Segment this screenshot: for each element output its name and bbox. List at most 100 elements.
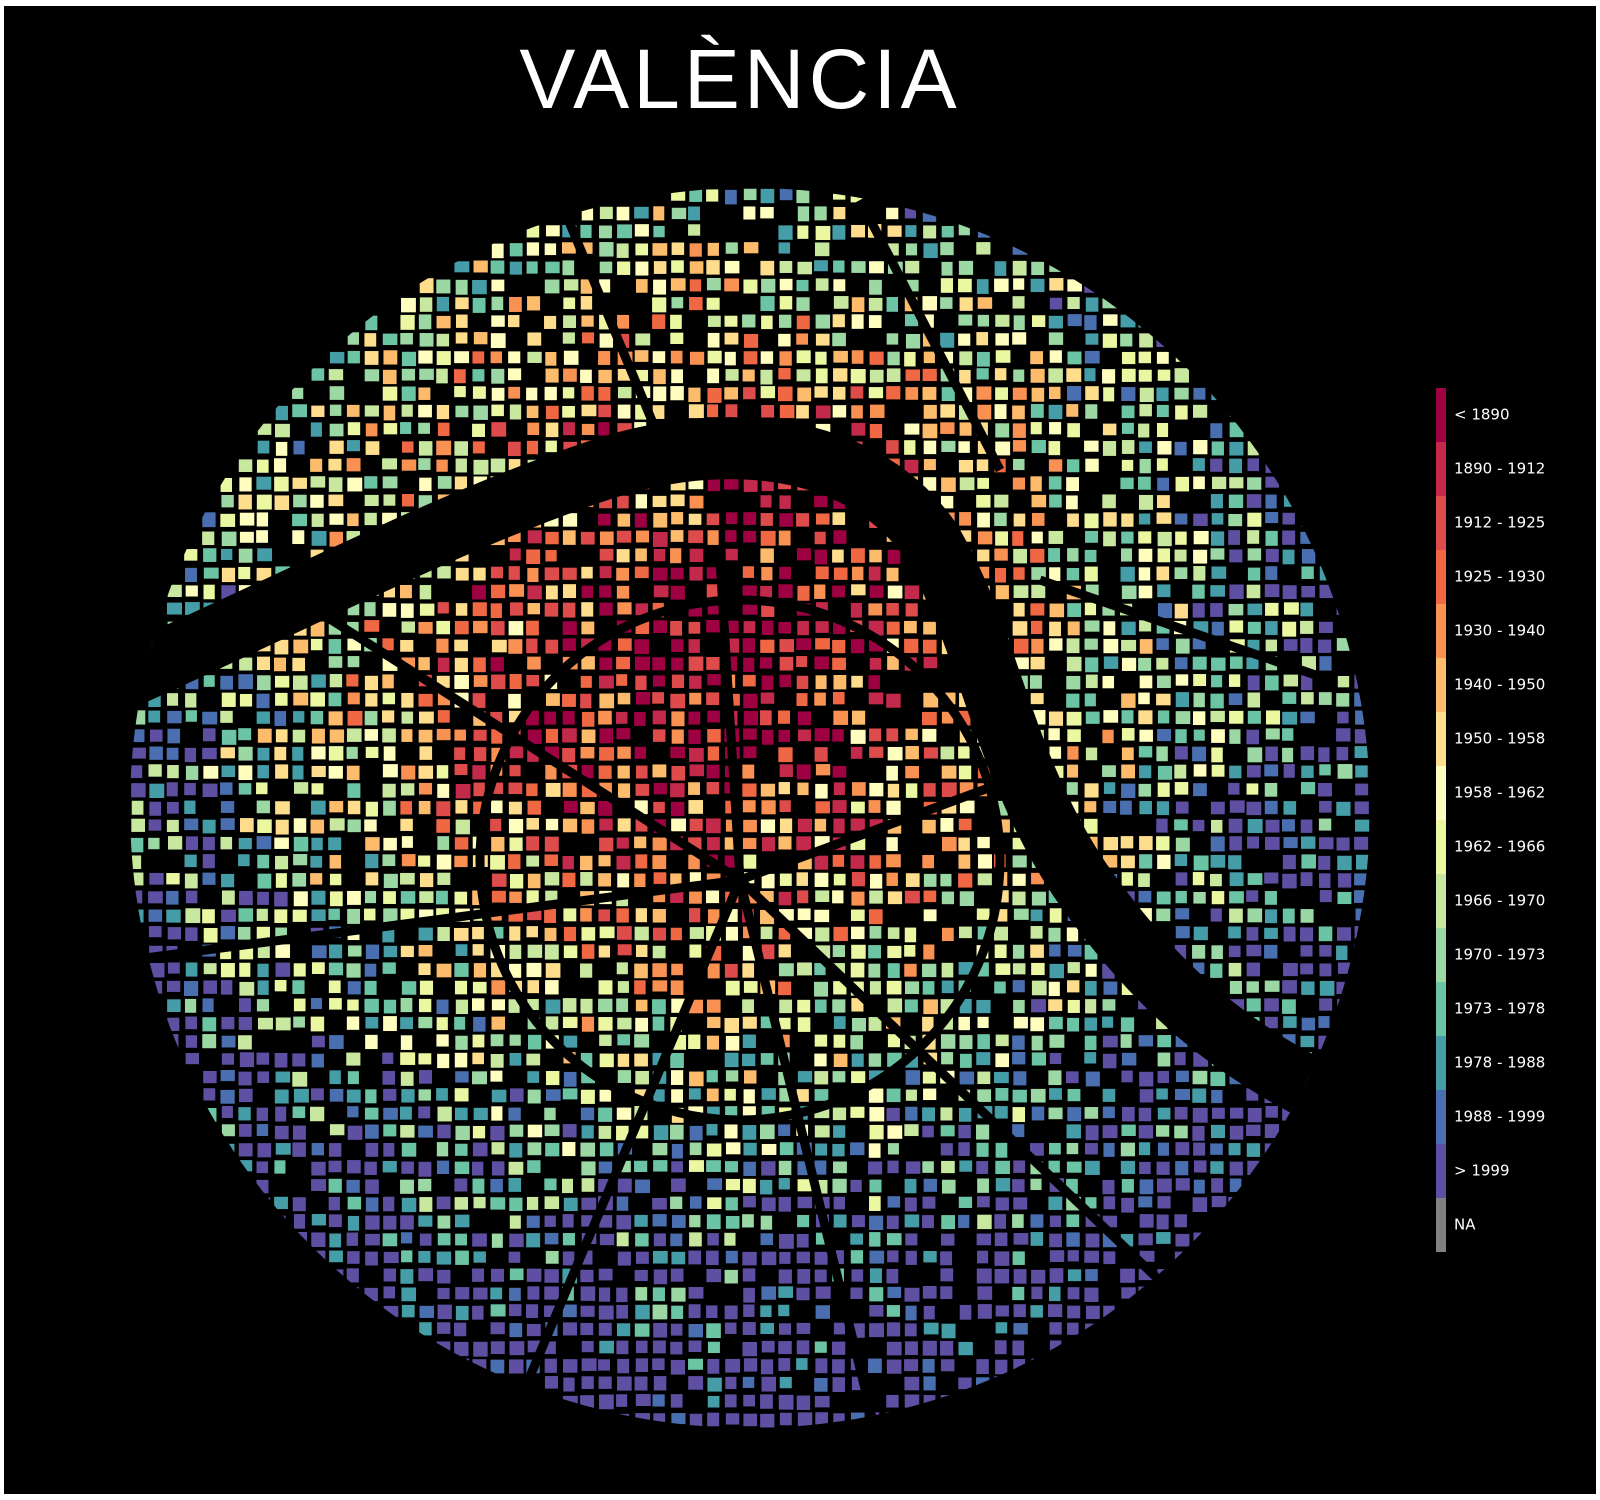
building-block: [742, 1376, 755, 1388]
building-block: [1121, 1124, 1136, 1137]
building-block: [581, 944, 595, 959]
building-block: [1066, 711, 1082, 726]
building-block: [1012, 1107, 1026, 1123]
building-block: [382, 692, 396, 705]
building-block: [1066, 675, 1081, 690]
building-block: [742, 585, 757, 598]
building-block: [221, 1124, 235, 1137]
building-block: [1049, 278, 1064, 291]
building-block: [454, 891, 468, 905]
building-block: [473, 332, 488, 345]
building-block: [652, 314, 666, 329]
building-block: [652, 567, 668, 581]
building-block: [1031, 584, 1046, 599]
building-block: [977, 297, 993, 309]
building-block: [1247, 747, 1263, 763]
building-block: [760, 1394, 773, 1409]
building-block: [454, 837, 469, 850]
building-block: [1319, 998, 1333, 1011]
building-block: [167, 927, 181, 940]
building-block: [742, 674, 756, 687]
building-block: [850, 548, 865, 563]
building-block: [940, 297, 953, 309]
building-block: [1354, 890, 1366, 903]
building-block: [706, 1124, 718, 1136]
building-block: [1049, 1088, 1062, 1100]
building-block: [221, 765, 236, 778]
building-block: [526, 1233, 541, 1248]
building-block: [941, 927, 954, 942]
building-block: [1030, 909, 1043, 922]
building-block: [671, 1089, 683, 1103]
building-block: [310, 710, 324, 725]
building-block: [401, 692, 414, 708]
building-block: [454, 639, 468, 652]
building-block: [1066, 477, 1079, 492]
building-block: [185, 962, 198, 977]
building-block: [472, 1071, 488, 1085]
building-block: [203, 567, 219, 579]
building-block: [1085, 530, 1098, 543]
building-block: [311, 1214, 326, 1226]
building-block: [688, 224, 701, 236]
building-block: [508, 459, 521, 471]
building-block: [347, 350, 360, 364]
building-block: [869, 855, 881, 869]
building-block: [923, 890, 937, 903]
building-block: [455, 1143, 468, 1156]
building-block: [850, 639, 865, 654]
building-block: [491, 1233, 503, 1248]
building-block: [581, 1341, 594, 1353]
building-block: [1049, 1052, 1062, 1065]
building-block: [239, 1088, 253, 1103]
building-block: [436, 890, 448, 905]
building-block: [1139, 675, 1153, 689]
building-block: [599, 531, 614, 545]
building-block: [797, 999, 811, 1013]
building-block: [256, 908, 268, 921]
building-block: [1301, 765, 1314, 778]
building-block: [238, 1107, 251, 1121]
building-block: [598, 909, 610, 922]
building-block: [599, 747, 615, 761]
building-block: [1174, 1106, 1188, 1120]
building-block: [976, 459, 989, 472]
building-block: [905, 369, 921, 381]
building-block: [1210, 854, 1226, 868]
building-block: [364, 819, 377, 832]
building-block: [562, 1251, 575, 1266]
building-block: [1228, 494, 1244, 508]
building-block: [671, 1287, 686, 1302]
building-block: [329, 1088, 344, 1102]
building-block: [418, 657, 430, 671]
building-block: [1085, 674, 1098, 689]
building-block: [796, 675, 809, 689]
building-block: [311, 837, 323, 851]
building-block: [526, 818, 539, 830]
building-block: [760, 692, 775, 704]
building-block: [563, 1197, 578, 1212]
building-block: [347, 710, 363, 726]
building-block: [688, 1304, 701, 1319]
building-block: [1301, 566, 1314, 579]
building-block: [940, 404, 956, 418]
building-block: [1084, 620, 1100, 632]
building-block: [1301, 692, 1314, 705]
building-block: [1283, 837, 1298, 849]
building-block: [1067, 944, 1082, 957]
building-block: [401, 1089, 415, 1103]
building-block: [1300, 963, 1314, 975]
building-block: [1030, 368, 1045, 383]
building-block: [491, 315, 505, 327]
building-block: [761, 1088, 776, 1100]
building-block: [706, 999, 721, 1013]
building-block: [1066, 567, 1080, 581]
building-block: [472, 1233, 487, 1247]
building-block: [383, 1196, 395, 1212]
building-block: [1300, 836, 1316, 849]
building-block: [1085, 1305, 1100, 1320]
building-block: [635, 494, 648, 509]
building-block: [1085, 747, 1098, 761]
building-block: [346, 963, 361, 978]
building-block: [1103, 710, 1119, 723]
